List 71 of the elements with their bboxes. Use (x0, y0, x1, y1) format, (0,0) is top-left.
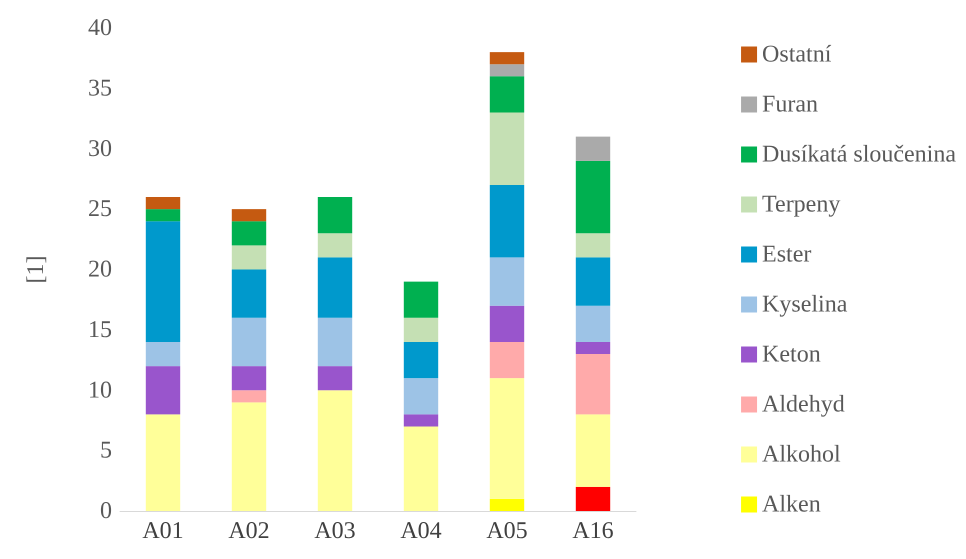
bar (490, 52, 524, 64)
bar (490, 184, 524, 258)
bar (318, 366, 352, 390)
bar (404, 378, 438, 414)
bar (490, 378, 524, 499)
y-tick-label: 0 (100, 498, 112, 524)
bar (318, 318, 352, 366)
y-axis-title: [1] (23, 256, 49, 284)
bar (576, 233, 610, 258)
bar (490, 112, 524, 185)
x-tick-label: A05 (486, 518, 528, 544)
bar (404, 282, 438, 318)
y-tick-label: 30 (88, 136, 112, 162)
bar (576, 257, 610, 306)
bar (146, 209, 180, 222)
y-tick-label: 35 (88, 75, 112, 102)
x-tick-label: A01 (142, 518, 184, 544)
bar (232, 402, 266, 511)
bar (232, 221, 266, 246)
bar (404, 318, 438, 342)
bar (490, 498, 524, 511)
legend-label: Alkohol (762, 442, 842, 468)
bar (146, 366, 180, 414)
y-tick-label: 5 (100, 438, 112, 464)
bar (232, 366, 266, 390)
bar (232, 209, 266, 222)
bar (232, 270, 266, 318)
x-tick-label: A16 (572, 518, 614, 544)
legend-label: Ester (762, 242, 812, 268)
legend-label: Kyselina (762, 292, 848, 318)
bar (404, 414, 438, 426)
y-tick-label: 25 (88, 196, 112, 222)
bar (576, 342, 610, 354)
legend-label: Dusíkatá sloučenina (762, 142, 956, 168)
bar (490, 64, 524, 76)
bar (576, 306, 610, 342)
legend-label: Ostatní (762, 42, 832, 68)
bar (404, 342, 438, 378)
legend-label: Furan (762, 92, 818, 118)
bar (576, 354, 610, 414)
bar (490, 342, 524, 378)
y-tick-label: 15 (88, 316, 112, 343)
bar (146, 414, 180, 511)
bar (576, 160, 610, 234)
bar (490, 306, 524, 342)
x-tick-label: A04 (400, 518, 442, 544)
y-tick-label: 40 (88, 15, 112, 41)
bar (576, 136, 610, 161)
bar (490, 76, 524, 113)
legend-label: Keton (762, 342, 821, 368)
y-tick-label: 20 (88, 256, 112, 282)
legend-label: Aldehyd (762, 392, 845, 418)
legend-label: Terpeny (762, 192, 840, 218)
bar (318, 390, 352, 511)
x-tick-label: A03 (314, 518, 356, 544)
bar (146, 342, 180, 366)
bar (576, 414, 610, 487)
bar (146, 221, 180, 342)
x-tick-label: A02 (228, 518, 270, 544)
legend-label: Alken (762, 492, 821, 518)
y-tick-label: 10 (88, 377, 112, 404)
bar (318, 197, 352, 234)
bar (232, 318, 266, 366)
bar (576, 486, 610, 511)
bar (232, 390, 266, 402)
bar (232, 245, 266, 270)
bar (146, 197, 180, 210)
bar (404, 426, 438, 511)
bar (490, 257, 524, 306)
bar (318, 233, 352, 258)
bar (318, 257, 352, 318)
